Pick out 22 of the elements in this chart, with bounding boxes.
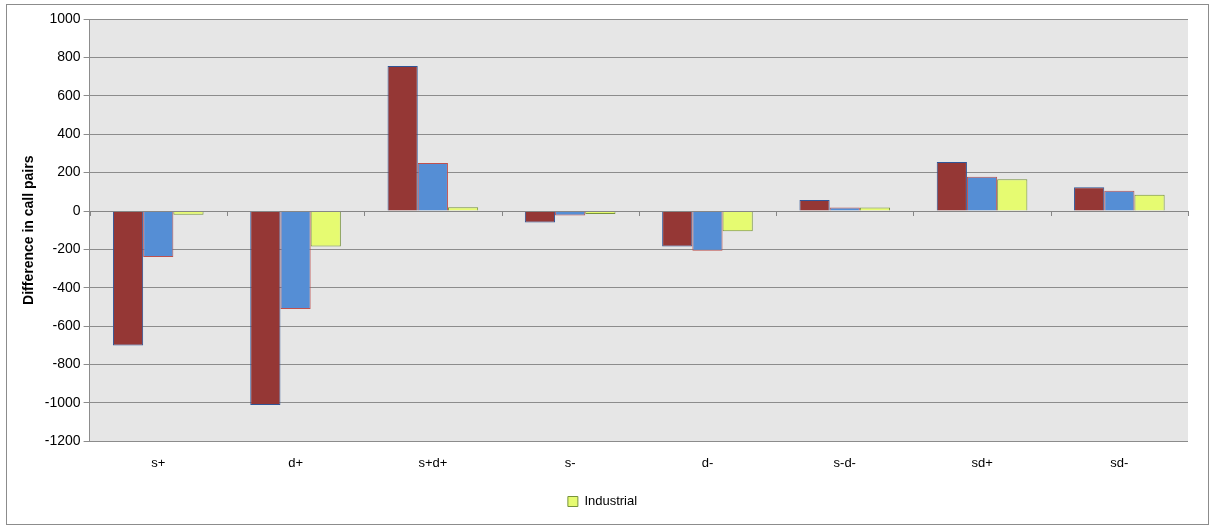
legend-label: Industrial: [584, 493, 638, 509]
y-tick-label: 0: [72, 201, 81, 218]
y-tick-label: -200: [52, 240, 81, 257]
y-tick-label: 600: [57, 86, 81, 103]
x-tick-label: d+: [288, 454, 303, 470]
y-tick-label: 800: [57, 48, 81, 65]
y-tick-label: -1000: [44, 393, 81, 410]
y-tick-label: -400: [52, 278, 81, 295]
x-tick-label: d-: [701, 454, 714, 470]
y-tick-label: -600: [52, 317, 81, 334]
x-tick-label: s+: [151, 454, 166, 470]
x-tick-label: sd+: [971, 454, 993, 470]
y-tick-label: -800: [52, 355, 81, 372]
x-tick-label: sd-: [1110, 454, 1129, 470]
x-tick-label: s+d+: [418, 454, 448, 470]
y-tick-label: -1200: [44, 432, 81, 449]
y-tick-label: 1000: [49, 9, 81, 26]
y-tick-label: 200: [57, 163, 81, 180]
x-tick-label: s-d-: [833, 454, 856, 470]
x-tick-label: s-: [564, 454, 576, 470]
y-axis-title: Difference in call pairs: [20, 155, 37, 305]
y-tick-label: 400: [57, 125, 81, 142]
